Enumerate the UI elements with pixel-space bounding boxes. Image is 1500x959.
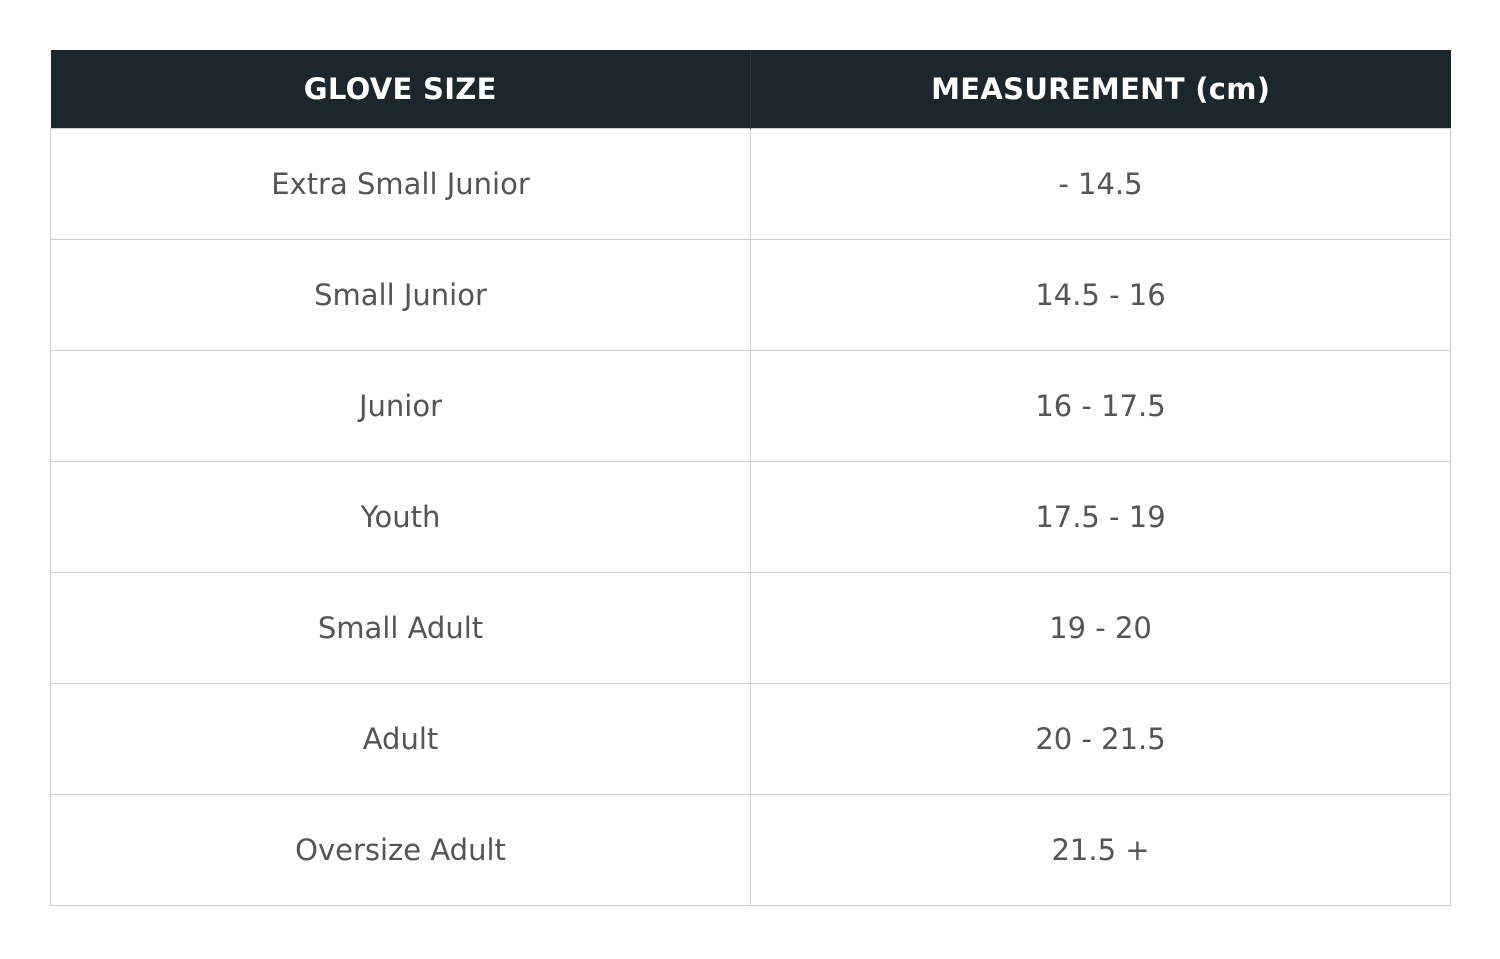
glove-size-table: GLOVE SIZE MEASUREMENT (cm) Extra Small … bbox=[50, 50, 1451, 906]
table-row: Extra Small Junior - 14.5 bbox=[50, 128, 1451, 240]
glove-size-cell: Junior bbox=[50, 350, 751, 462]
measurement-cell: 17.5 - 19 bbox=[750, 461, 1451, 573]
glove-size-cell: Oversize Adult bbox=[50, 794, 751, 906]
glove-size-cell: Small Junior bbox=[50, 239, 751, 351]
measurement-cell: 21.5 + bbox=[750, 794, 1451, 906]
table-row: Small Adult 19 - 20 bbox=[50, 572, 1451, 684]
glove-size-cell: Extra Small Junior bbox=[50, 128, 751, 240]
measurement-cell: 20 - 21.5 bbox=[750, 683, 1451, 795]
glove-size-cell: Adult bbox=[50, 683, 751, 795]
table-row: Small Junior 14.5 - 16 bbox=[50, 239, 1451, 351]
table-row: Junior 16 - 17.5 bbox=[50, 350, 1451, 462]
table-row: Oversize Adult 21.5 + bbox=[50, 794, 1451, 906]
header-measurement: MEASUREMENT (cm) bbox=[750, 50, 1451, 129]
measurement-cell: 16 - 17.5 bbox=[750, 350, 1451, 462]
table-header-row: GLOVE SIZE MEASUREMENT (cm) bbox=[50, 50, 1451, 129]
glove-size-cell: Youth bbox=[50, 461, 751, 573]
measurement-cell: 19 - 20 bbox=[750, 572, 1451, 684]
table-row: Youth 17.5 - 19 bbox=[50, 461, 1451, 573]
table-row: Adult 20 - 21.5 bbox=[50, 683, 1451, 795]
glove-size-cell: Small Adult bbox=[50, 572, 751, 684]
measurement-cell: - 14.5 bbox=[750, 128, 1451, 240]
measurement-cell: 14.5 - 16 bbox=[750, 239, 1451, 351]
header-glove-size: GLOVE SIZE bbox=[50, 50, 751, 129]
